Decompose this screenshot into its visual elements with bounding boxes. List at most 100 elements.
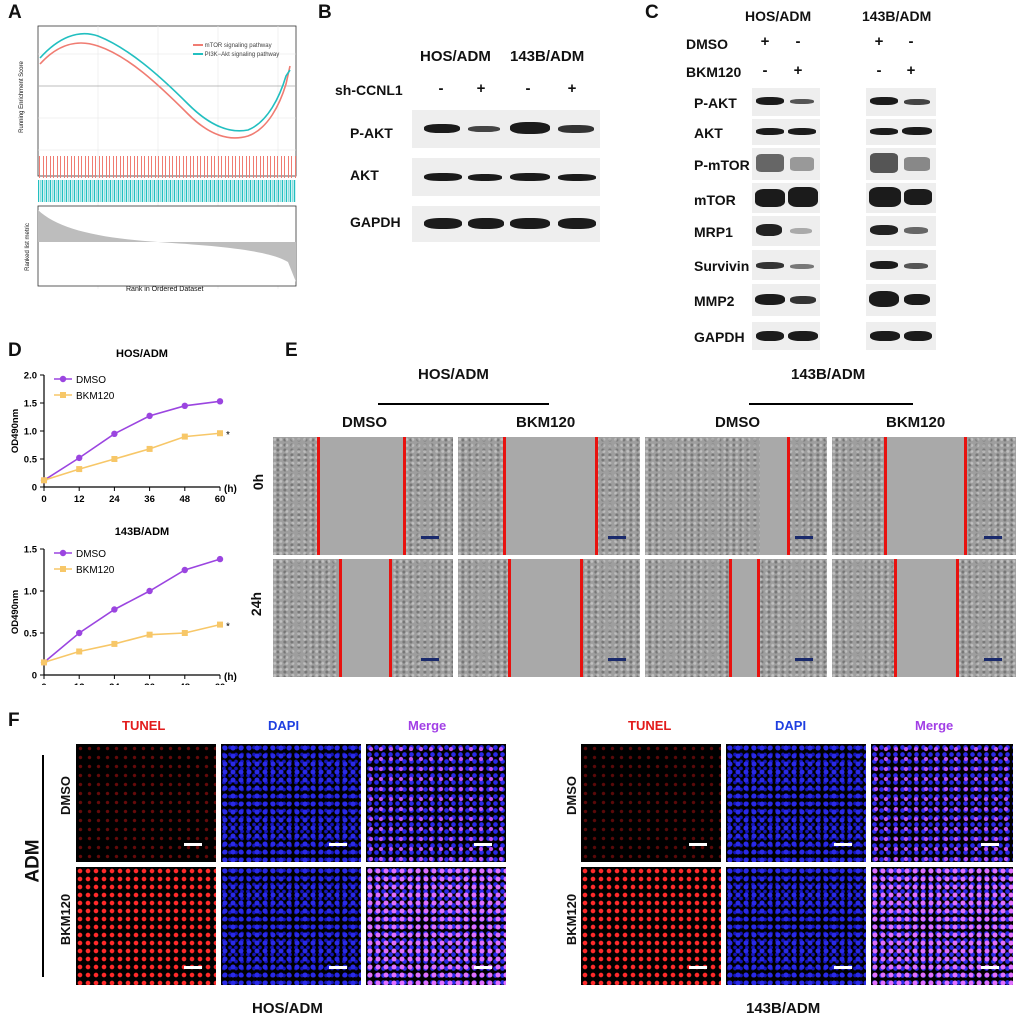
f-hos-bkm-dapi [221, 867, 361, 985]
chart-0-series-1-point [41, 477, 47, 484]
wound-hos-bkm-24h [458, 559, 640, 677]
chart-1-ytick-label: 0 [32, 671, 37, 682]
e-bracket-hos [378, 403, 549, 405]
wound-143b-dmso-24h [645, 559, 827, 677]
f-hos-dmso-tunel [76, 744, 216, 862]
chart-1-series-1-point [41, 659, 47, 666]
chart-1-unit: (h) [224, 672, 237, 683]
f-hos-dmso-merge [366, 744, 506, 862]
panel-label-e: E [285, 340, 298, 361]
chart-1-series-0-point [181, 566, 188, 574]
legend-pi3k: PI3K−Akt signaling pathway [204, 52, 280, 58]
b-blot-pakt [412, 110, 600, 148]
c-hos-akt [752, 119, 820, 145]
chart-0-legend-label-0: DMSO [76, 375, 106, 386]
wound-hos-bkm-0h [458, 437, 640, 555]
chart-1-xtick-label: 24 [109, 682, 120, 685]
c-143b-mmp2 [866, 284, 936, 316]
chart-0-unit: (h) [224, 484, 237, 495]
chart-0-ytick-label: 1.0 [24, 427, 37, 438]
b-group-143b: 143B/ADM [510, 48, 585, 65]
panel-label-a: A [8, 2, 22, 23]
c-sign-bkm-3: - [876, 62, 882, 79]
chart-0-series-0-line [43, 400, 221, 481]
chart-1-series-1-line [43, 623, 221, 664]
c-row-survivin: Survivin [694, 258, 750, 274]
chart-1-series-1-point [111, 640, 118, 647]
chart-1-legend-marker-0 [59, 549, 67, 557]
b-condition: sh-CCNL1 [335, 82, 403, 98]
b-row-pakt: P-AKT [350, 125, 393, 141]
e-row-0h: 0h [250, 473, 267, 491]
chart-1-series-0-point [216, 555, 224, 563]
chart-1-series-1-point [181, 630, 188, 636]
e-col-2: BKM120 [516, 414, 576, 431]
c-group-hos: HOS/ADM [745, 8, 812, 24]
gsea-plot: mTOR signaling pathway PI3K−Akt signalin… [18, 24, 303, 294]
c-hos-mrp1 [752, 216, 820, 246]
c-row-pakt: P-AKT [694, 95, 737, 111]
c-cond-dmso: DMSO [686, 36, 728, 52]
b-row-akt: AKT [350, 167, 379, 183]
b-sign-3: - [525, 80, 531, 97]
legend-mtor: mTOR signaling pathway [204, 43, 272, 49]
f-left-row-dmso: DMSO [58, 776, 73, 815]
c-row-mtor: mTOR [694, 192, 736, 208]
c-row-akt: AKT [694, 125, 723, 141]
chart-0-series-0-point [181, 402, 188, 409]
wound-143b-dmso-0h [645, 437, 827, 555]
f-right-row-dmso: DMSO [564, 776, 579, 815]
c-row-mmp2: MMP2 [694, 293, 735, 309]
chart-0-xtick-label: 12 [74, 494, 85, 505]
f-hos-dmso-dapi [221, 744, 361, 862]
f-left-ch-dapi: DAPI [268, 718, 300, 733]
chart-1-series-1-point [217, 621, 223, 628]
f-143b-dmso-tunel [581, 744, 721, 862]
f-right-ch-merge: Merge [915, 718, 954, 733]
f-right-ch-tunel: TUNEL [628, 718, 672, 733]
b-blot-gapdh [412, 206, 600, 242]
b-sign-4: + [567, 80, 577, 97]
c-hos-mmp2 [752, 284, 820, 316]
chart-1-legend-label-1: BKM120 [76, 565, 115, 576]
chart-0-series-1-point [76, 466, 83, 473]
chart-1-annotation: * [226, 622, 230, 633]
chart-1-xtick-label: 36 [144, 682, 155, 685]
e-col-3: DMSO [715, 414, 760, 431]
c-cond-bkm: BKM120 [686, 64, 742, 80]
chart-0-series-0-point [76, 454, 83, 462]
f-left-row-bkm: BKM120 [58, 893, 74, 946]
enrichment-frame [37, 25, 297, 177]
chart-1-ytick-label: 1.0 [24, 587, 37, 598]
c-row-pmtor: P-mTOR [694, 157, 750, 173]
b-blot-akt [412, 158, 600, 196]
chart-1-series-0-point [76, 629, 83, 637]
chart-0-series-0-point [111, 430, 118, 437]
e-col-1: DMSO [342, 414, 387, 431]
gsea-xlabel: Rank in Ordered Dataset [126, 286, 204, 293]
chart-0-xtick-label: 0 [41, 494, 46, 505]
chart-1-xtick-label: 12 [74, 682, 85, 685]
f-left-ch-tunel: TUNEL [122, 718, 166, 733]
e-group-hos: HOS/ADM [418, 366, 489, 383]
chart-0-series-1-line [43, 432, 221, 482]
chart-1-xtick-label: 0 [41, 682, 46, 685]
wound-143b-bkm-24h [832, 559, 1016, 677]
f-hos-bkm-tunel [76, 867, 216, 985]
chart-0-ytick-label: 1.5 [24, 399, 38, 410]
gsea-ylabel-top: Running Enrichment Score [18, 61, 25, 133]
pi3k-curve [39, 32, 291, 132]
b-row-gapdh: GAPDH [350, 214, 401, 230]
chart-1-ytick-label: 0.5 [24, 629, 38, 640]
c-hos-pakt [752, 88, 820, 116]
c-143b-mrp1 [866, 216, 936, 246]
gsea-ylabel-bottom: Ranked list metric [24, 223, 31, 271]
chart-0-title: HOS/ADM [116, 348, 168, 360]
c-sign-dmso-2: - [795, 33, 801, 50]
f-right-ch-dapi: DAPI [775, 718, 807, 733]
panel-label-d: D [8, 340, 22, 361]
chart-0-series-0-point [146, 412, 153, 420]
b-group-hos: HOS/ADM [420, 48, 491, 65]
wound-hos-dmso-0h [273, 437, 453, 555]
